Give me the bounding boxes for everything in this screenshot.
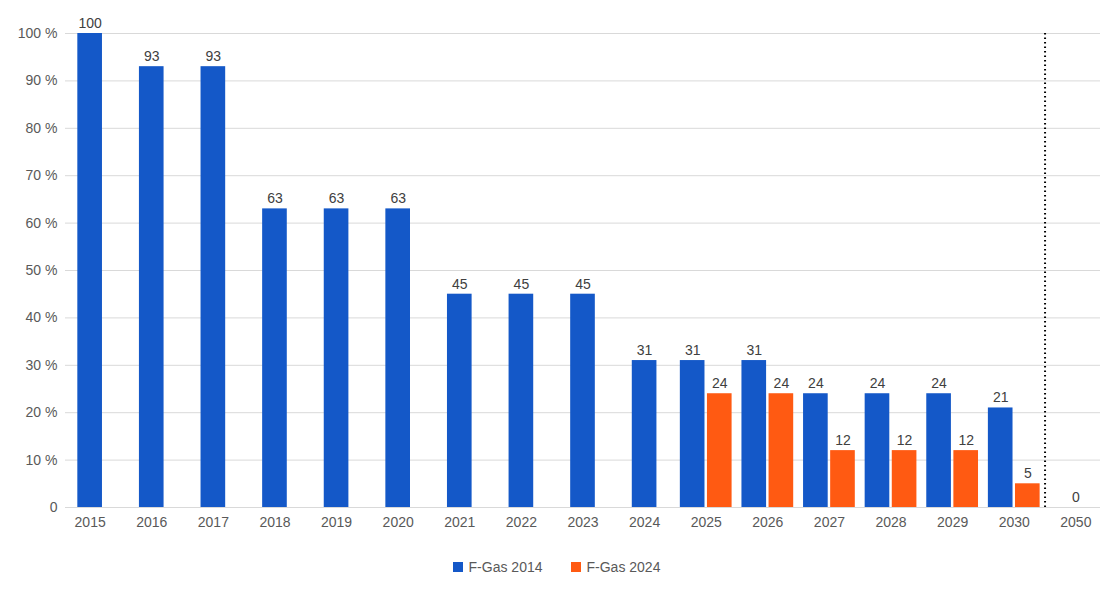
svg-text:63: 63 — [267, 190, 283, 206]
svg-text:2015: 2015 — [75, 514, 106, 530]
svg-text:5: 5 — [1024, 465, 1032, 481]
svg-text:2028: 2028 — [875, 514, 906, 530]
svg-text:2024: 2024 — [629, 514, 660, 530]
svg-text:93: 93 — [206, 48, 222, 64]
svg-text:2021: 2021 — [444, 514, 475, 530]
svg-text:0: 0 — [1072, 489, 1080, 505]
svg-text:63: 63 — [390, 190, 406, 206]
svg-text:24: 24 — [712, 375, 728, 391]
svg-text:24: 24 — [808, 375, 824, 391]
svg-text:2023: 2023 — [567, 514, 598, 530]
svg-text:90 %: 90 % — [26, 72, 58, 88]
svg-text:2019: 2019 — [321, 514, 352, 530]
svg-text:93: 93 — [144, 48, 160, 64]
svg-text:80 %: 80 % — [26, 120, 58, 136]
svg-text:24: 24 — [774, 375, 790, 391]
svg-text:31: 31 — [637, 342, 653, 358]
html-text:F-Gas 2014: F-Gas 2014 — [468, 559, 543, 575]
svg-text:12: 12 — [958, 432, 974, 448]
svg-text:24: 24 — [931, 375, 947, 391]
svg-text:2026: 2026 — [752, 514, 783, 530]
svg-text:31: 31 — [685, 342, 701, 358]
svg-text:60 %: 60 % — [26, 215, 58, 231]
svg-text:2017: 2017 — [198, 514, 229, 530]
html-text:F-Gas 2024: F-Gas 2024 — [586, 559, 661, 575]
svg-text:12: 12 — [897, 432, 913, 448]
svg-text:100: 100 — [78, 15, 102, 31]
svg-text:21: 21 — [993, 389, 1009, 405]
svg-text:45: 45 — [514, 276, 530, 292]
svg-text:2027: 2027 — [814, 514, 845, 530]
svg-text:30 %: 30 % — [26, 357, 58, 373]
svg-text:2029: 2029 — [937, 514, 968, 530]
svg-text:45: 45 — [575, 276, 591, 292]
svg-text:100 %: 100 % — [18, 25, 58, 41]
svg-text:2016: 2016 — [136, 514, 167, 530]
svg-text:2022: 2022 — [506, 514, 537, 530]
svg-text:2030: 2030 — [999, 514, 1030, 530]
svg-text:2020: 2020 — [383, 514, 414, 530]
svg-text:20 %: 20 % — [26, 404, 58, 420]
svg-text:31: 31 — [746, 342, 762, 358]
svg-text:24: 24 — [870, 375, 886, 391]
svg-text:50 %: 50 % — [26, 262, 58, 278]
svg-text:45: 45 — [452, 276, 468, 292]
svg-text:10 %: 10 % — [26, 452, 58, 468]
svg-text:2018: 2018 — [259, 514, 290, 530]
svg-text:2025: 2025 — [691, 514, 722, 530]
svg-text:2050: 2050 — [1060, 514, 1091, 530]
svg-text:63: 63 — [329, 190, 345, 206]
svg-text:0: 0 — [50, 499, 58, 515]
svg-text:70 %: 70 % — [26, 167, 58, 183]
svg-text:12: 12 — [835, 432, 851, 448]
svg-text:40 %: 40 % — [26, 309, 58, 325]
